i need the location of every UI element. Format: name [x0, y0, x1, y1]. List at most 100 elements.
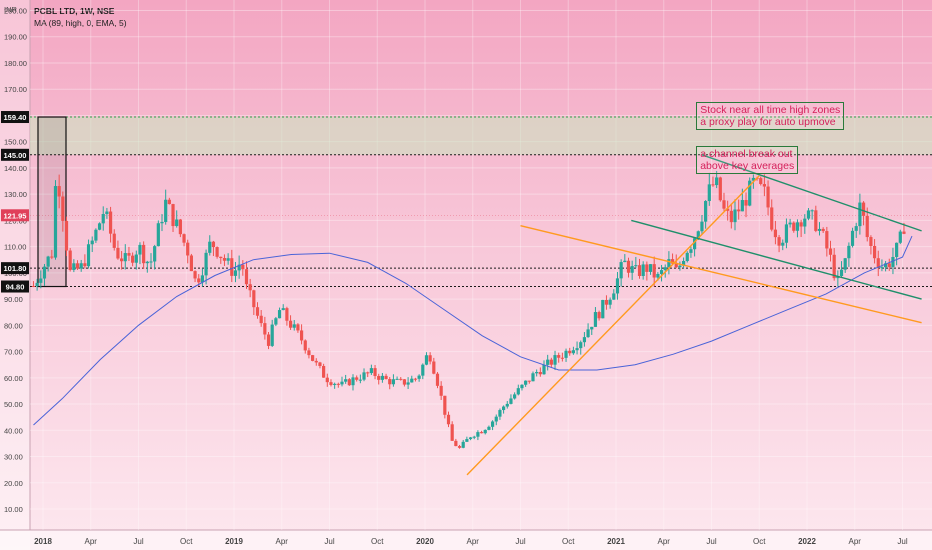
candle-body: [336, 383, 340, 385]
candle-body: [513, 394, 517, 399]
candle-body: [410, 378, 414, 383]
candle-body: [362, 372, 366, 380]
candle-body: [413, 378, 418, 380]
candle-body: [68, 250, 72, 270]
candle-body: [634, 265, 638, 267]
candle-body: [307, 350, 311, 356]
candle-body: [825, 231, 829, 249]
candle-body: [821, 228, 825, 232]
candle-body: [876, 258, 880, 268]
trendline[interactable]: [520, 224, 922, 324]
y-tick-label: 30.00: [4, 453, 23, 462]
trendline[interactable]: [466, 175, 760, 476]
x-tick-label: Jul: [324, 537, 334, 546]
candle-body: [571, 350, 575, 354]
candle-body: [733, 209, 737, 223]
candle-body: [792, 222, 796, 231]
candle-body: [64, 220, 69, 251]
level-tag: [1, 148, 29, 161]
candle-body: [711, 184, 715, 186]
candle-body: [615, 278, 620, 294]
x-tick-label: Oct: [562, 537, 575, 546]
candle-body: [208, 241, 212, 253]
candle-body: [31, 285, 36, 287]
candle-body: [590, 326, 594, 330]
candle-body: [685, 252, 689, 262]
candle-body: [604, 299, 609, 305]
x-tick-label: Oct: [180, 537, 193, 546]
annotation-text: a proxy play for auto upmove: [700, 115, 836, 128]
trendline[interactable]: [701, 154, 922, 232]
y-tick-label: 40.00: [4, 426, 23, 435]
candle-body: [299, 330, 304, 341]
candle-body: [329, 382, 333, 385]
candle-body: [788, 222, 792, 225]
candle-body: [35, 282, 39, 287]
candle-body: [241, 264, 245, 270]
level-label: 94.80: [6, 283, 25, 292]
candle-body: [663, 267, 667, 271]
price-axis-panel: [0, 0, 30, 550]
candle-body: [325, 377, 329, 383]
x-tick-label: Apr: [658, 537, 671, 546]
resistance-zone: [30, 117, 932, 155]
candle-body: [134, 254, 138, 263]
x-tick-label: 2022: [798, 537, 816, 546]
candle-body: [575, 348, 579, 351]
candle-body: [509, 398, 513, 404]
candle-body: [200, 275, 205, 283]
candle-body: [777, 237, 781, 246]
candle-body: [178, 219, 182, 235]
annotation-box[interactable]: a channel break out above key averages: [696, 146, 799, 175]
candle-body: [461, 441, 465, 448]
candle-body: [285, 308, 289, 321]
candle-body: [373, 368, 377, 376]
level-label: 101.80: [4, 264, 27, 273]
candle-body: [546, 359, 550, 365]
trendline[interactable]: [631, 219, 922, 300]
candle-body: [435, 373, 440, 386]
candle-body: [880, 267, 884, 269]
candle-body: [395, 378, 399, 380]
y-tick-label: 10.00: [4, 505, 23, 514]
candle-body: [740, 200, 744, 212]
annotation-text: Stock near all time high zones: [700, 103, 841, 116]
candle-body: [120, 258, 124, 262]
indicator-legend[interactable]: MA (89, high, 0, EMA, 5): [34, 18, 127, 28]
candle-body: [318, 362, 322, 366]
candle-body: [681, 261, 686, 266]
candle-body: [832, 254, 836, 279]
candle-body: [439, 385, 443, 396]
candle-body: [347, 379, 351, 386]
candle-body: [670, 259, 675, 264]
candle-body: [817, 228, 822, 231]
annotation-box[interactable]: Stock near all time high zones a proxy pl…: [696, 101, 845, 130]
y-tick-label: 170.00: [4, 85, 27, 94]
candle-body: [490, 421, 495, 427]
candle-body: [344, 379, 348, 382]
y-tick-label: 70.00: [4, 348, 23, 357]
candle-body: [839, 269, 844, 277]
candle-body: [215, 247, 219, 257]
candle-body: [744, 200, 748, 206]
candle-body: [277, 310, 282, 319]
candle-body: [902, 231, 906, 234]
level-tag: [1, 280, 29, 293]
candle-body: [263, 323, 267, 335]
candle-body: [72, 263, 76, 270]
x-tick-label: 2019: [225, 537, 243, 546]
candle-body: [612, 293, 616, 300]
candle-body: [237, 264, 241, 271]
candle-body: [641, 264, 645, 277]
time-axis-panel: [0, 530, 932, 550]
candle-body: [454, 440, 458, 447]
candle-body: [693, 238, 697, 250]
candle-body: [884, 263, 888, 268]
candle-body: [322, 365, 326, 378]
candle-body: [156, 223, 160, 247]
candle-body: [799, 222, 803, 227]
ema-line[interactable]: [33, 235, 913, 426]
candle-body: [424, 355, 429, 365]
